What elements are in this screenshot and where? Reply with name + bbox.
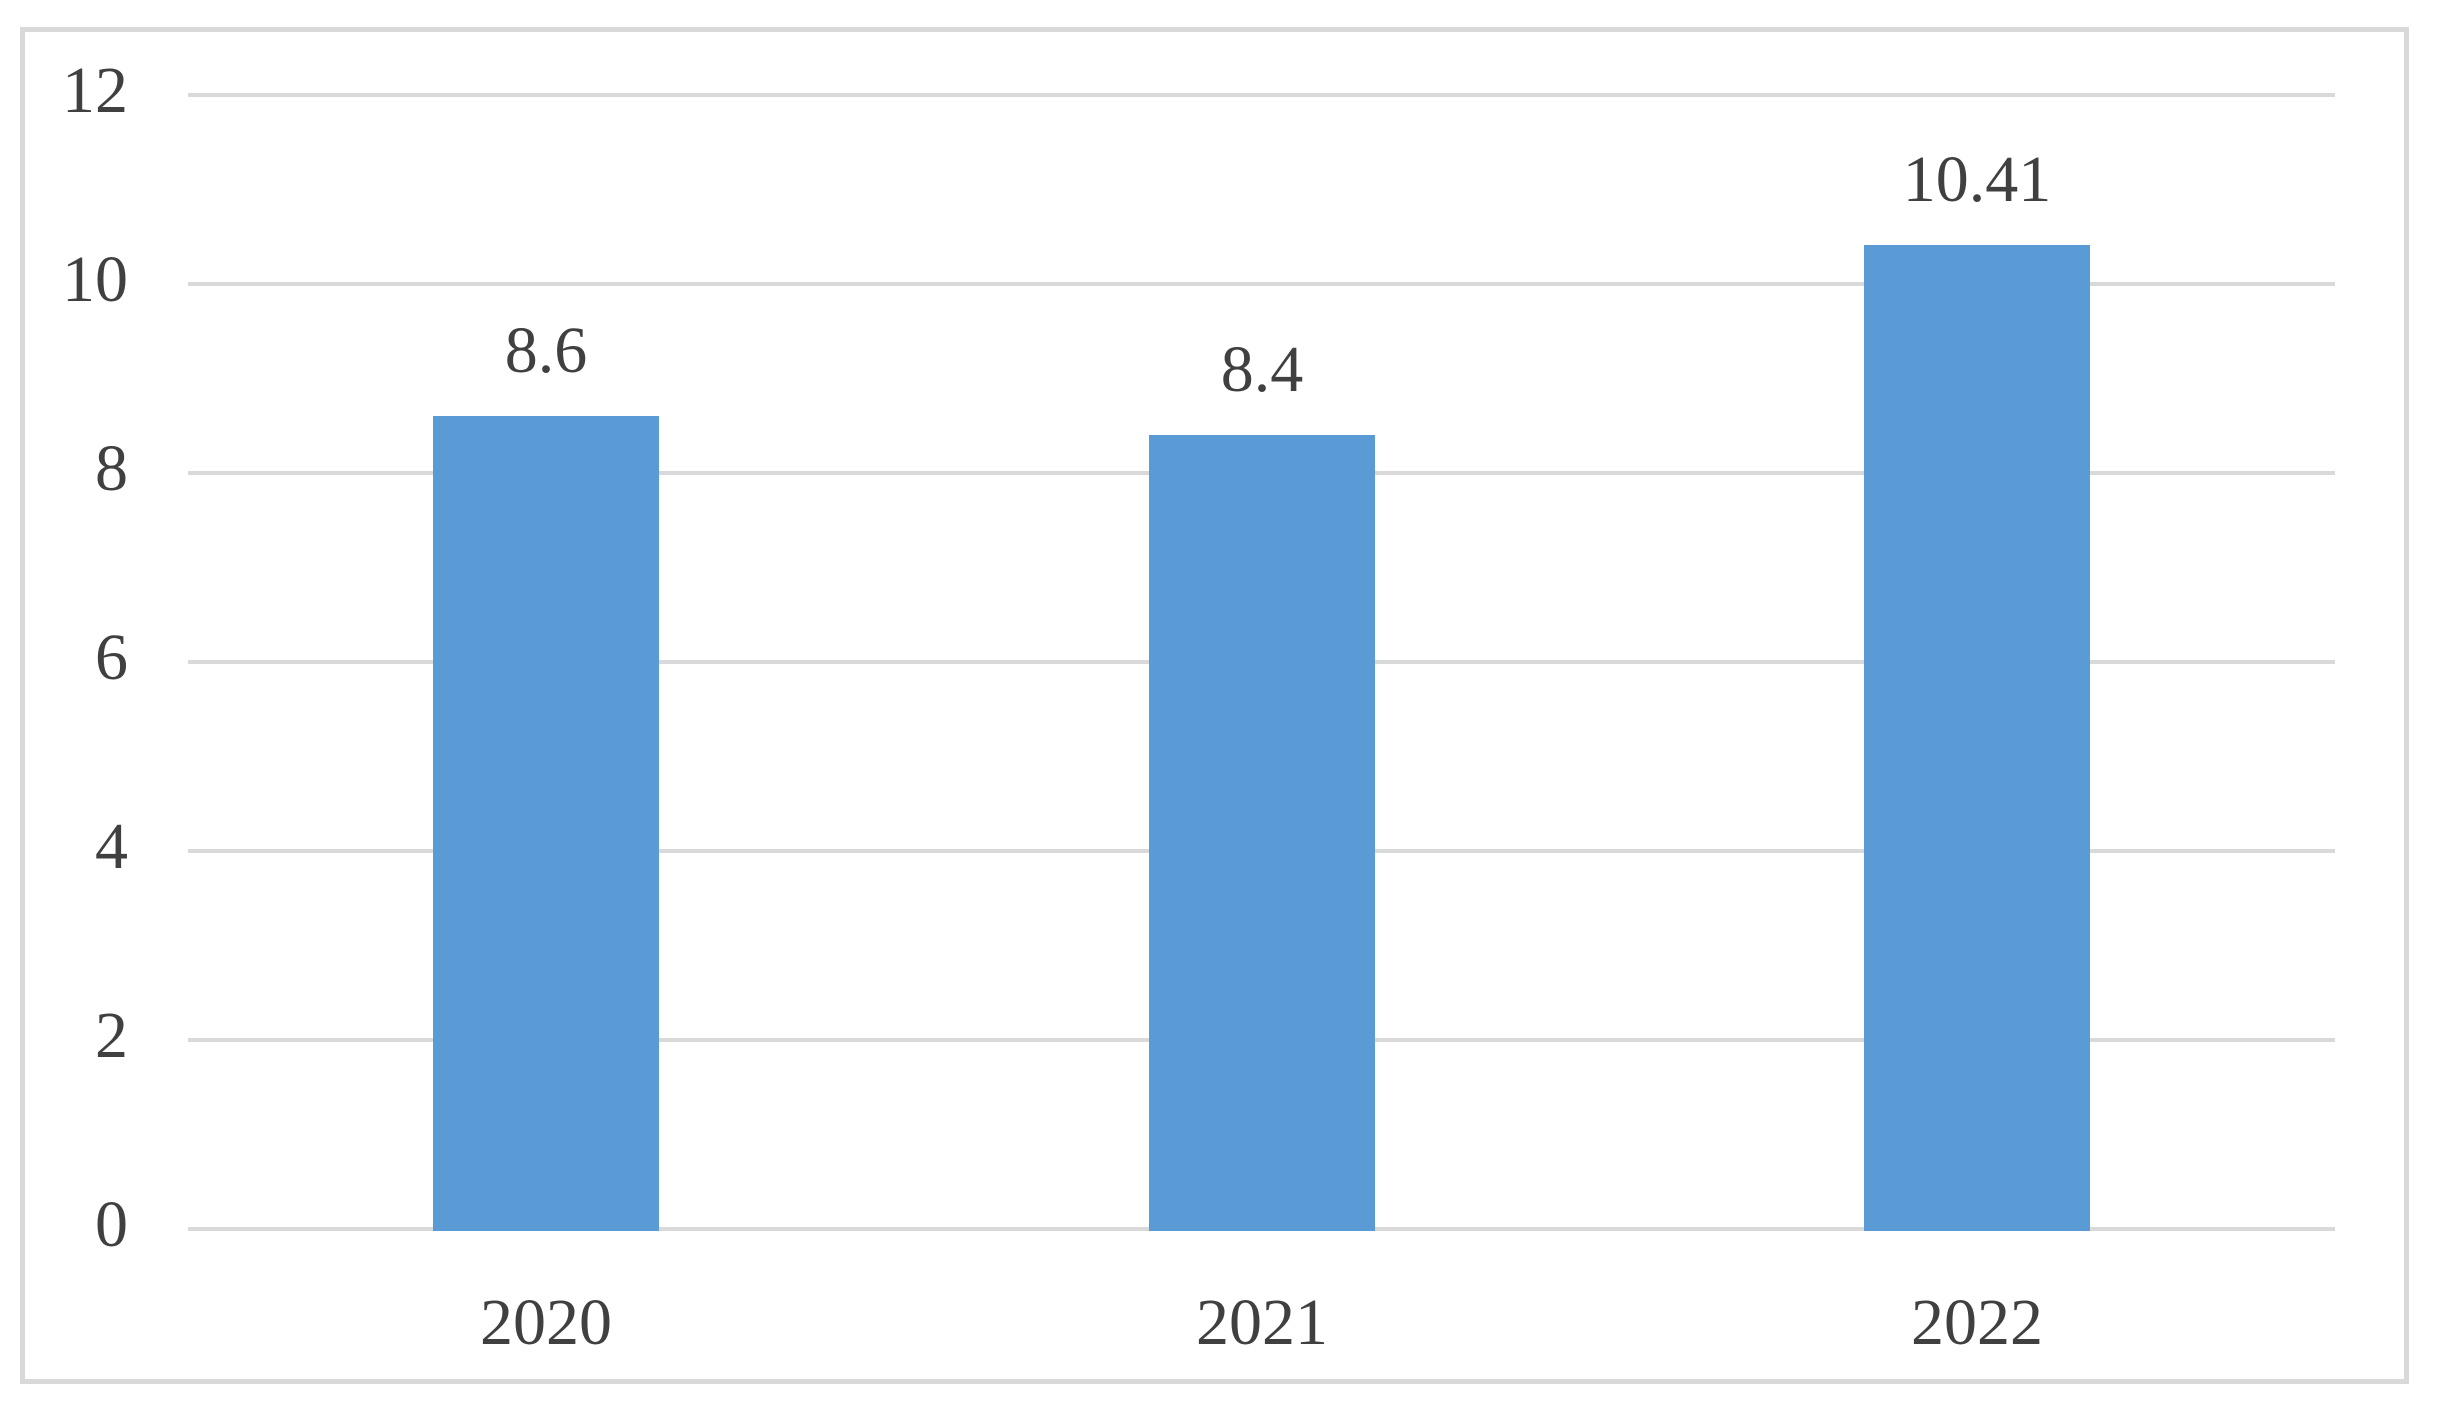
value-label-2022: 10.41 [1902,143,2052,216]
y-tick-label-4: 4 [95,810,128,883]
y-tick-label-0: 0 [95,1188,128,1261]
y-tick-label-8: 8 [95,432,128,505]
value-label-2020: 8.6 [504,314,588,387]
y-tick-label-2: 2 [95,999,128,1072]
y-tick-label-12: 12 [62,54,128,127]
gridline-12 [188,93,2335,97]
x-tick-label-2021: 2021 [1196,1286,1328,1359]
bar-2020 [433,416,659,1231]
bar-2021 [1149,435,1375,1231]
value-label-2021: 8.4 [1220,333,1304,406]
x-tick-label-2020: 2020 [480,1286,612,1359]
x-tick-label-2022: 2022 [1911,1286,2043,1359]
y-tick-label-6: 6 [95,621,128,694]
y-tick-label-10: 10 [62,243,128,316]
gridline-10 [188,282,2335,286]
bar-2022 [1864,245,2090,1231]
